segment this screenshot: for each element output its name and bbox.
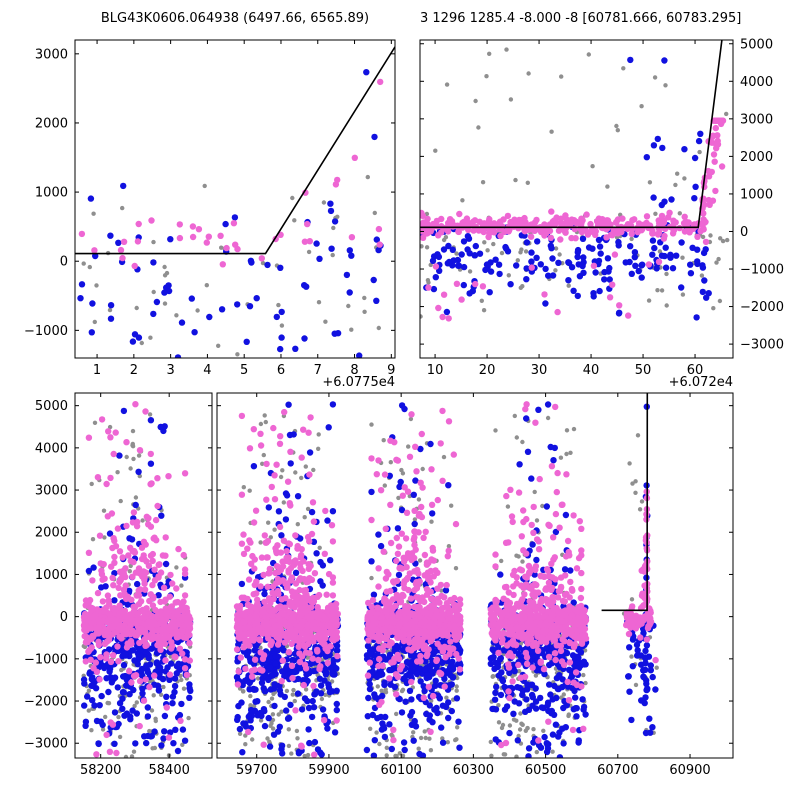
scatter-points-bl bbox=[80, 401, 194, 758]
x-tick-label: 30 bbox=[531, 363, 548, 378]
axes-frame bbox=[216, 392, 734, 759]
y-tick-label: 1000 bbox=[35, 568, 68, 583]
x-tick-label: 59700 bbox=[236, 763, 277, 778]
y-tick-label: 0 bbox=[60, 610, 68, 625]
x-tick-label: 60900 bbox=[669, 763, 710, 778]
x-axis-offset-label-left: +6.0775e4 bbox=[322, 375, 395, 390]
x-tick-label: 2 bbox=[130, 363, 138, 378]
y-tick-label: 1000 bbox=[35, 186, 68, 201]
axes-frame bbox=[419, 39, 734, 359]
y-tick-label: 4000 bbox=[740, 75, 773, 90]
x-tick-label: 60 bbox=[687, 363, 704, 378]
x-tick-label: 10 bbox=[427, 363, 444, 378]
y-tick-label: 0 bbox=[60, 255, 68, 270]
y-tick-label: −2000 bbox=[24, 695, 68, 710]
x-tick-label: 58200 bbox=[80, 763, 121, 778]
x-tick-label: 60100 bbox=[380, 763, 421, 778]
y-tick-label: −3000 bbox=[740, 338, 784, 353]
x-tick-label: 20 bbox=[479, 363, 496, 378]
axes-frame bbox=[74, 39, 396, 359]
y-tick-label: 2000 bbox=[35, 526, 68, 541]
y-tick-label: 3000 bbox=[35, 484, 68, 499]
x-tick-label: 9 bbox=[387, 363, 395, 378]
axes-frame bbox=[74, 392, 213, 759]
y-tick-label: −1000 bbox=[740, 263, 784, 278]
subplot-title-left: BLG43K0606.064938 (6497.66, 6565.89) bbox=[100, 11, 370, 26]
y-tick-label: 4000 bbox=[35, 441, 68, 456]
model-line-bottom bbox=[601, 393, 649, 612]
x-tick-label: 60300 bbox=[453, 763, 494, 778]
y-tick-label: −3000 bbox=[24, 737, 68, 752]
x-tick-label: 6 bbox=[277, 363, 285, 378]
y-tick-label: 0 bbox=[740, 225, 748, 240]
x-tick-label: 4 bbox=[203, 363, 211, 378]
scatter-points-tl bbox=[75, 46, 395, 358]
y-tick-label: 5000 bbox=[35, 399, 68, 414]
y-tick-label: −1000 bbox=[24, 324, 68, 339]
y-tick-label: 5000 bbox=[740, 37, 773, 52]
x-tick-label: 40 bbox=[583, 363, 600, 378]
x-tick-label: 1 bbox=[93, 363, 101, 378]
x-tick-label: 3 bbox=[166, 363, 174, 378]
x-tick-label: 58400 bbox=[149, 763, 190, 778]
x-tick-label: 60700 bbox=[597, 763, 638, 778]
x-tick-label: 50 bbox=[635, 363, 652, 378]
scatter-points-tr bbox=[420, 40, 730, 322]
x-axis-offset-label-right: +6.072e4 bbox=[668, 375, 733, 390]
x-tick-label: 60500 bbox=[525, 763, 566, 778]
x-tick-label: 8 bbox=[350, 363, 358, 378]
y-tick-label: 3000 bbox=[35, 47, 68, 62]
scatter-points-br bbox=[233, 393, 659, 758]
y-tick-label: 1000 bbox=[740, 187, 773, 202]
x-tick-label: 59900 bbox=[308, 763, 349, 778]
y-tick-label: 3000 bbox=[740, 112, 773, 127]
model-line-top-right bbox=[420, 40, 723, 229]
y-tick-label: 2000 bbox=[35, 116, 68, 131]
subplot-title-right: 3 1296 1285.4 -8.000 -8 [60781.666, 6078… bbox=[420, 11, 742, 26]
model-line-top-left bbox=[75, 46, 395, 255]
y-tick-label: −1000 bbox=[24, 652, 68, 667]
x-tick-label: 7 bbox=[314, 363, 322, 378]
y-tick-label: −2000 bbox=[740, 300, 784, 315]
y-tick-label: 2000 bbox=[740, 150, 773, 165]
x-tick-label: 5 bbox=[240, 363, 248, 378]
